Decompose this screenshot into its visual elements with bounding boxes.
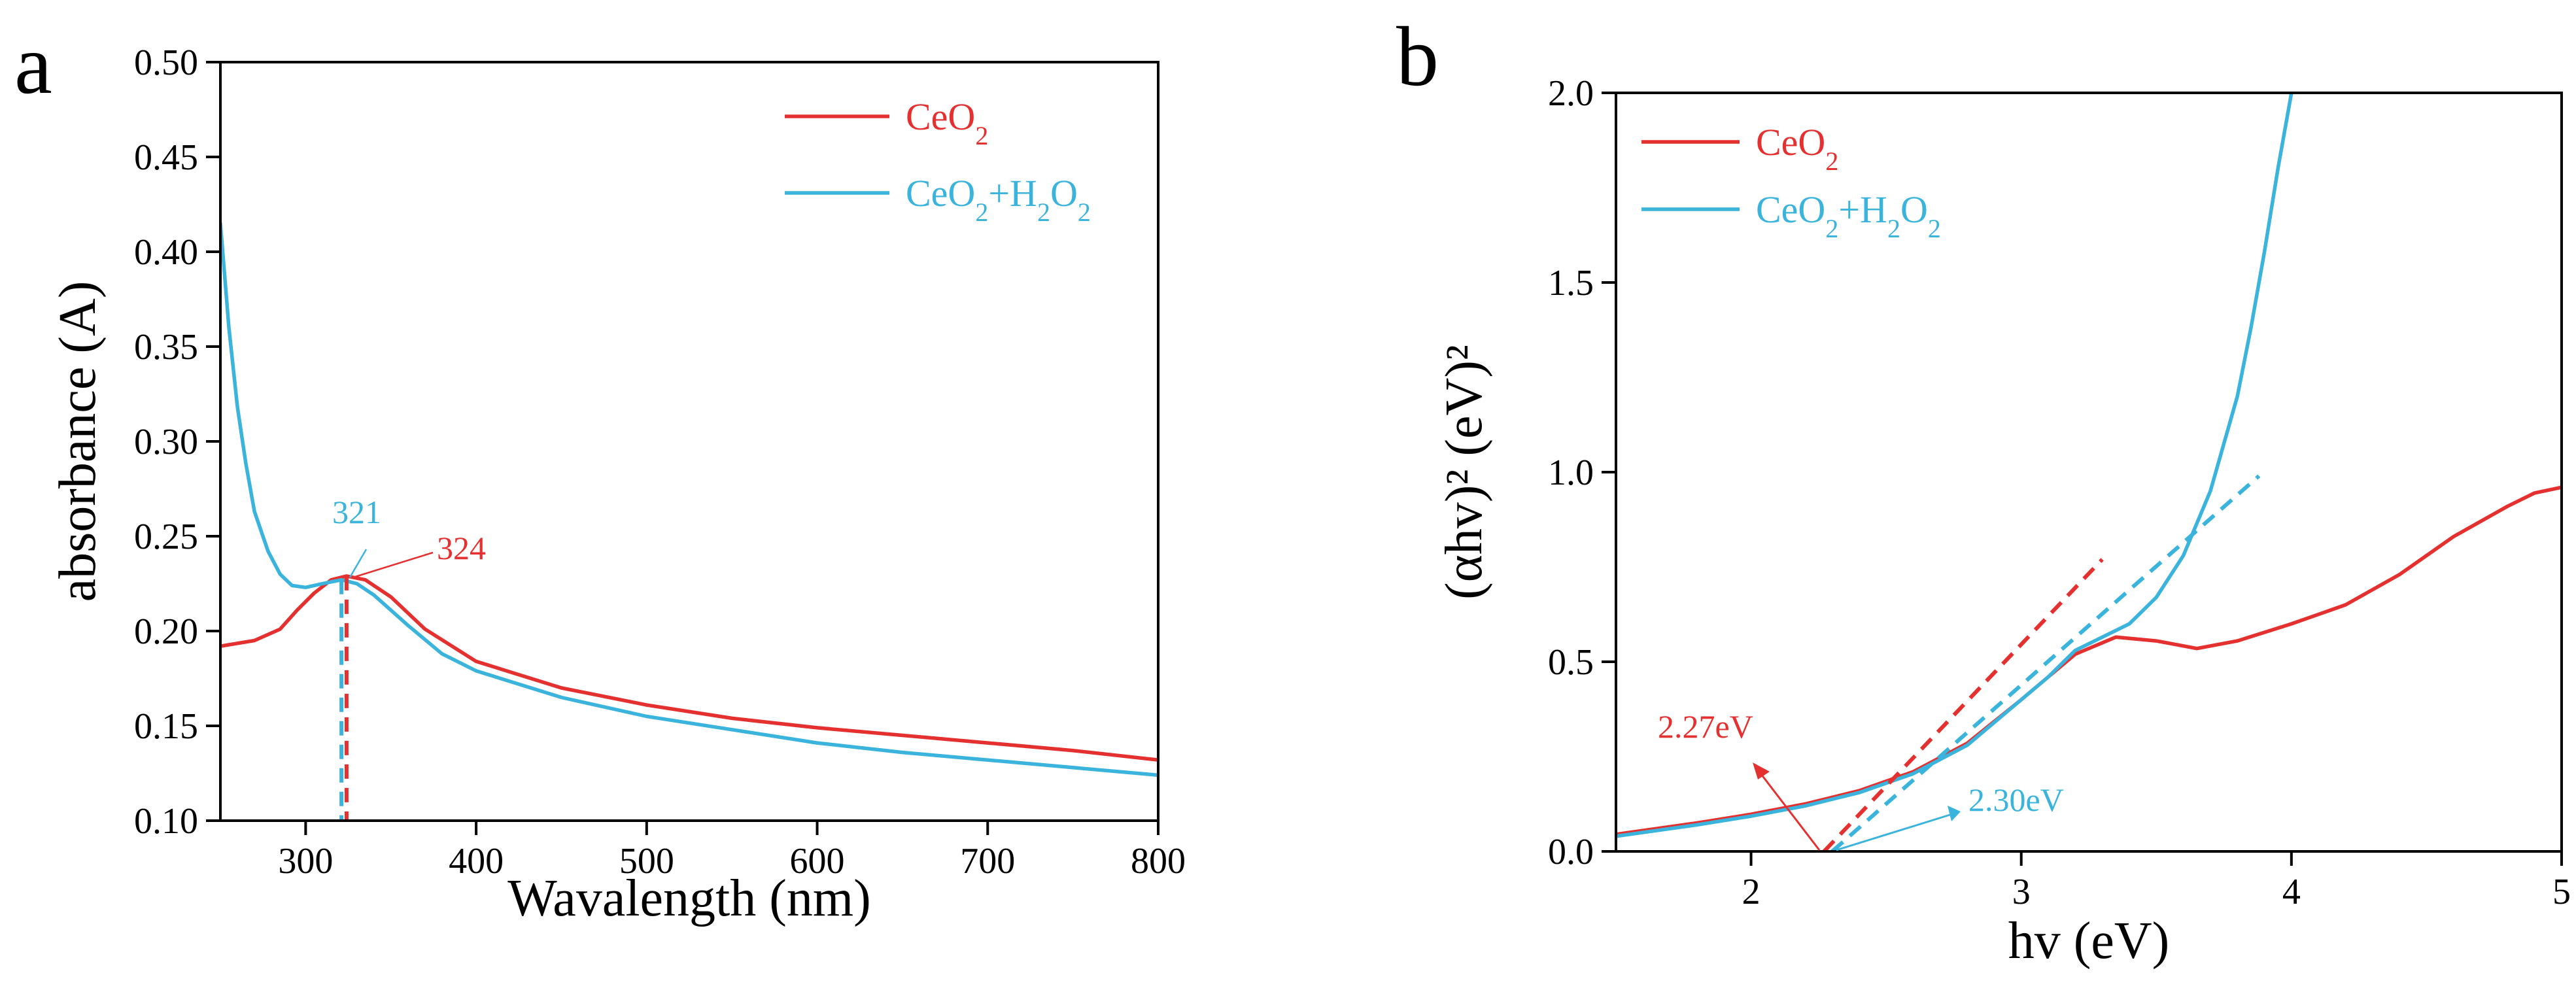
panel-b-tangent-ceo2-fit [1822, 558, 2104, 851]
panel-a-x-tick-label: 800 [1131, 841, 1186, 881]
panel-b-y-axis-title: (αhv)² (eV)² [1435, 345, 1493, 600]
panel-a-x-tick-label: 700 [960, 841, 1015, 881]
panel-a-ticks: 300 400 500 600 700 800 0.10 0.15 0.20 0.25 0.30 0.… [134, 43, 1186, 881]
panel-a-annotation-321: 321 [332, 494, 381, 530]
panel-a-y-tick-label: 0.30 [134, 422, 198, 462]
panel-b-y-tick-label: 0.0 [1548, 832, 1594, 872]
panel-b-arrowhead-2-30 [1948, 806, 1961, 821]
panel-a-series-ceo2 [220, 574, 1158, 762]
panel-b-legend-label-ceo2: CeO2 [1756, 121, 1838, 176]
panel-b-x-tick-label: 3 [2012, 872, 2031, 912]
panel-a-y-axis-title: absorbance (A) [49, 281, 107, 602]
panel-b-arrowhead-2-27 [1753, 762, 1770, 779]
panel-a-plot-area [220, 221, 1158, 821]
panel-a-y-tick-label: 0.20 [134, 611, 198, 652]
panel-label-a: a [14, 18, 52, 112]
panel-a-y-tick-label: 0.35 [134, 327, 198, 368]
panel-b-annotation-2-27: 2.27eV [1658, 708, 1821, 851]
panel-b-y-tick-label: 1.0 [1548, 453, 1594, 493]
panel-a: a 300 400 500 600 700 800 0.10 0.15 0.20 0.25 0.30… [14, 18, 1186, 927]
panel-b-annotation-text-2-27: 2.27eV [1658, 708, 1753, 745]
panel-b-annotation-2-30: 2.30eV [1836, 781, 2064, 851]
panel-a-y-tick-label: 0.10 [134, 801, 198, 842]
panel-a-y-tick-label: 0.45 [134, 137, 198, 178]
panel-b-x-tick-label: 5 [2552, 872, 2571, 912]
panel-b-y-tick-label: 1.5 [1548, 263, 1594, 303]
panel-a-annotation-324: 324 [437, 530, 486, 566]
panel-b-x-axis-title: hv (eV) [2008, 912, 2170, 970]
panel-b-y-tick-label: 2.0 [1548, 73, 1594, 114]
panel-a-annotation-leader-324 [352, 551, 434, 579]
panel-b-series-ceo2-h2o2 [1616, 93, 2293, 838]
panel-b-tangent-ceo2-h2o2-fit [1830, 474, 2261, 851]
panel-a-x-tick-label: 300 [278, 841, 333, 881]
panel-a-legend-label-ceo2-h2o2: CeO2+H2O2 [906, 172, 1091, 227]
panel-b: b 2 3 4 5 0.0 0.5 1.0 1.5 2.0 hv (eV) (αhv)² (eV… [1396, 10, 2571, 970]
panel-b-x-tick-label: 2 [1742, 872, 1760, 912]
panel-a-y-tick-label: 0.40 [134, 232, 198, 273]
panel-a-x-axis-title: Wavalength (nm) [507, 870, 871, 927]
panel-a-legend-label-ceo2: CeO2 [906, 95, 988, 150]
panel-b-arrow-2-27 [1758, 771, 1821, 851]
panel-b-y-tick-label: 0.5 [1548, 642, 1594, 683]
panel-a-annotation-leader-321 [349, 549, 368, 578]
panel-b-ticks: 2 3 4 5 0.0 0.5 1.0 1.5 2.0 [1548, 73, 2571, 912]
panel-b-annotation-text-2-30: 2.30eV [1968, 781, 2064, 818]
panel-b-legend: CeO2 CeO2+H2O2 [1641, 121, 1941, 243]
panel-b-x-tick-label: 4 [2282, 872, 2301, 912]
panel-a-x-tick-label: 600 [790, 841, 845, 881]
panel-a-y-tick-label: 0.50 [134, 43, 198, 83]
panel-b-series-ceo2 [1616, 485, 2562, 836]
panel-b-legend-label-ceo2-h2o2: CeO2+H2O2 [1756, 188, 1941, 243]
panel-b-plot-area [1616, 93, 2562, 851]
panel-a-x-tick-label: 500 [619, 841, 674, 881]
panel-a-series-ceo2-h2o2 [220, 221, 1158, 778]
panel-b-arrow-2-30 [1836, 813, 1953, 851]
panel-a-y-tick-label: 0.15 [134, 706, 198, 747]
panel-a-y-tick-label: 0.25 [134, 517, 198, 557]
panel-label-b: b [1396, 10, 1439, 104]
panel-a-x-tick-label: 400 [449, 841, 504, 881]
panel-a-legend: CeO2 CeO2+H2O2 [785, 95, 1091, 227]
